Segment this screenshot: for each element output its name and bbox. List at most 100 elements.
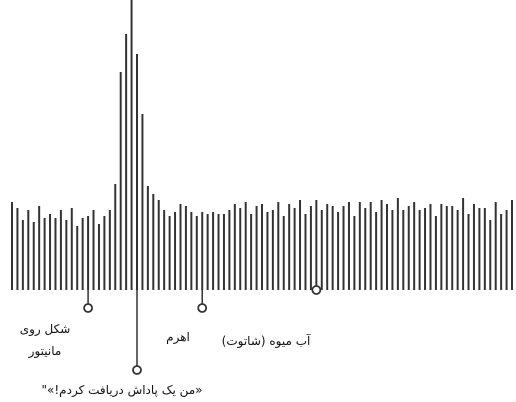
bar — [222, 214, 225, 290]
bar — [369, 202, 372, 290]
activity-bars — [11, 0, 513, 290]
bar — [353, 216, 356, 290]
event-labels: شکل روی مانیتور «من یک پاداش دریافت کردم!»… — [20, 322, 311, 398]
bar — [70, 208, 73, 290]
bar — [87, 216, 90, 290]
bar — [445, 206, 448, 290]
bar — [244, 202, 247, 290]
bar — [293, 208, 296, 290]
bar — [184, 206, 187, 290]
bar — [103, 216, 106, 290]
bar — [255, 206, 258, 290]
bar — [505, 210, 508, 290]
bar — [375, 212, 378, 290]
bar — [195, 216, 198, 290]
bar — [76, 226, 79, 290]
bar — [32, 222, 35, 290]
bar — [347, 202, 350, 290]
event-label: «من یک پاداش دریافت کردم!»" — [42, 383, 203, 398]
bar — [424, 208, 427, 290]
bar — [206, 214, 209, 290]
bar — [299, 200, 302, 290]
bar — [163, 210, 166, 290]
bar — [157, 200, 160, 290]
bar — [54, 218, 57, 290]
bar — [65, 220, 68, 290]
bar — [168, 216, 171, 290]
bar — [261, 204, 263, 290]
bar — [43, 218, 46, 290]
bar — [467, 214, 470, 290]
bar — [277, 202, 280, 290]
bar — [282, 216, 285, 290]
bar — [418, 210, 421, 290]
bar — [217, 214, 220, 290]
bar — [179, 204, 182, 290]
bar — [413, 202, 416, 290]
bar — [320, 210, 323, 290]
bar — [342, 206, 345, 290]
bar — [141, 114, 144, 290]
marker-circle — [197, 303, 208, 313]
bar — [500, 214, 503, 290]
bar — [429, 204, 432, 290]
bar — [326, 204, 329, 290]
bar — [16, 208, 19, 290]
bar — [483, 208, 486, 290]
bar — [407, 206, 410, 290]
bar — [97, 224, 100, 290]
bar — [11, 202, 13, 290]
marker-circle — [311, 285, 322, 295]
bar — [337, 212, 340, 290]
bar — [21, 220, 24, 290]
bar — [59, 210, 62, 290]
bar — [478, 208, 481, 290]
bar — [304, 214, 307, 290]
bar — [315, 200, 318, 290]
bar — [119, 72, 122, 290]
bar — [331, 206, 334, 290]
bar — [81, 218, 84, 290]
bar — [434, 216, 437, 290]
bar — [49, 214, 52, 290]
marker-circle — [83, 303, 93, 313]
bar — [125, 34, 128, 290]
bar — [38, 206, 41, 290]
bar — [201, 212, 204, 290]
bar — [511, 200, 513, 290]
bar — [228, 210, 231, 290]
event-markers — [83, 285, 322, 375]
bar — [494, 202, 497, 290]
marker-circle — [132, 365, 142, 375]
bar — [212, 212, 215, 290]
bar — [358, 202, 361, 290]
bar — [440, 204, 443, 290]
bar — [130, 0, 133, 290]
bar — [472, 204, 475, 290]
event-label: مانیتور — [28, 344, 62, 359]
bar — [380, 200, 383, 290]
bar — [266, 212, 269, 290]
bar — [309, 206, 312, 290]
event-label: آب میوه (شاتوت) — [222, 333, 311, 349]
bar — [108, 210, 111, 290]
bar — [386, 204, 388, 290]
bar — [146, 186, 149, 290]
bar — [396, 198, 399, 290]
bar — [152, 194, 155, 290]
bar — [190, 212, 193, 290]
bar — [288, 204, 291, 290]
bar — [451, 206, 454, 290]
bar — [462, 198, 465, 290]
bar — [250, 214, 253, 290]
bar — [239, 208, 242, 290]
bar — [27, 210, 30, 290]
bar — [136, 54, 138, 290]
bar — [489, 220, 492, 290]
bar — [114, 184, 117, 290]
event-label: شکل روی — [20, 322, 71, 337]
bar — [233, 204, 236, 290]
bar — [391, 210, 394, 290]
bar — [364, 208, 367, 290]
